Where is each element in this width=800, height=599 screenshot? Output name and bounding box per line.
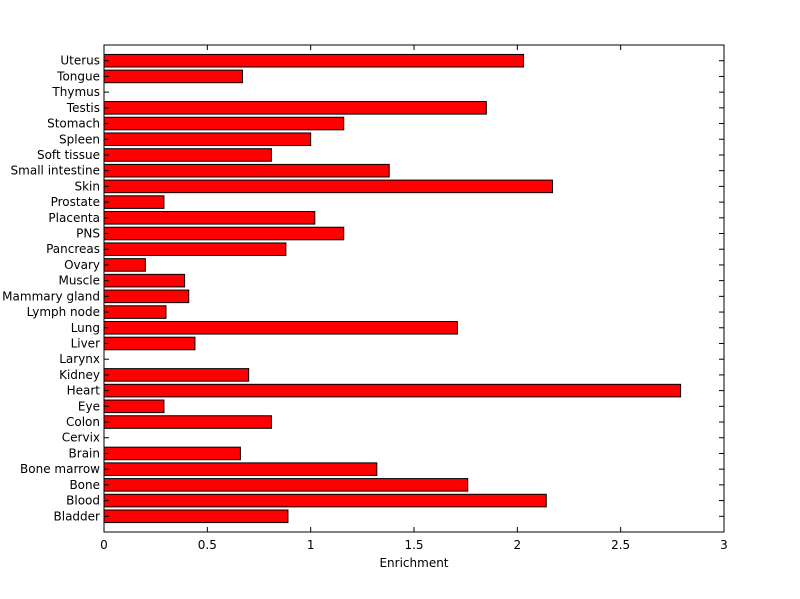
y-tick-label: Skin: [74, 179, 100, 193]
y-tick-label: Stomach: [47, 117, 100, 131]
y-tick-label: Bone: [69, 478, 100, 492]
y-tick-label: Bladder: [54, 509, 101, 523]
bar-bone: [103, 478, 469, 492]
y-tick-label: Placenta: [48, 211, 100, 225]
x-tick-label: 1.5: [404, 538, 423, 552]
y-tick-label: Larynx: [59, 352, 100, 366]
y-tick-label: Bone marrow: [20, 462, 100, 476]
bar-lung: [103, 320, 458, 335]
y-tick-label: Thymus: [51, 85, 100, 99]
bars-group: [103, 53, 682, 524]
bar-spleen: [103, 132, 312, 147]
y-tick-label: Kidney: [59, 368, 100, 382]
x-tick-label: 3: [720, 538, 728, 552]
y-tick-label: Lymph node: [27, 305, 100, 319]
y-tick-label: Mammary gland: [2, 289, 100, 303]
bar-skin: [103, 179, 553, 194]
y-tick-label: Pancreas: [46, 242, 100, 256]
y-tick-label: Lung: [71, 321, 100, 335]
y-tick-label: Heart: [67, 384, 101, 398]
bar-kidney: [103, 368, 250, 382]
y-tick-label: PNS: [76, 227, 100, 241]
y-tick-label: Ovary: [64, 258, 100, 272]
bar-lymph-node: [103, 305, 167, 319]
bar-colon: [103, 415, 272, 429]
bar-blood: [103, 493, 547, 508]
bar-heart: [103, 383, 682, 398]
y-tick-label: Spleen: [59, 132, 100, 146]
y-tick-label: Blood: [66, 494, 100, 508]
x-axis-label: Enrichment: [379, 556, 448, 570]
bar-bladder: [103, 509, 289, 524]
bar-pancreas: [103, 242, 287, 257]
bar-uterus: [103, 53, 525, 68]
x-tick-label: 0.5: [198, 538, 217, 552]
y-tick-label: Small intestine: [11, 164, 100, 178]
bar-brain: [103, 446, 241, 461]
bar-liver: [103, 336, 196, 351]
y-tick-label: Soft tissue: [37, 148, 100, 162]
bar-ovary: [103, 258, 146, 272]
y-tick-label: Colon: [66, 415, 100, 429]
x-tick-label: 2: [514, 538, 522, 552]
y-tick-label: Liver: [71, 336, 101, 350]
y-tick-label: Eye: [78, 399, 100, 413]
bar-pns: [103, 226, 345, 241]
y-tick-label: Cervix: [62, 431, 100, 445]
x-tick-label: 2.5: [611, 538, 630, 552]
y-tick-label: Testis: [66, 101, 100, 115]
bar-soft-tissue: [103, 148, 272, 162]
bar-tongue: [103, 69, 243, 84]
bar-muscle: [103, 273, 186, 288]
x-tick-label: 0: [100, 538, 108, 552]
bar-eye: [103, 399, 165, 414]
bar-prostate: [103, 195, 165, 209]
bar-small-intestine: [103, 163, 390, 178]
ticks-group: [103, 45, 725, 532]
y-tick-label: Tongue: [56, 69, 100, 83]
bar-mammary-gland: [103, 289, 190, 304]
bar-placenta: [103, 211, 316, 225]
x-tick-label: 1: [307, 538, 315, 552]
y-tick-label: Prostate: [51, 195, 100, 209]
bar-testis: [103, 101, 487, 115]
y-tick-label: Brain: [69, 446, 100, 460]
y-tick-label: Muscle: [58, 274, 100, 288]
bar-stomach: [103, 116, 345, 131]
bar-bone-marrow: [103, 462, 378, 476]
y-tick-label: Uterus: [60, 54, 100, 68]
